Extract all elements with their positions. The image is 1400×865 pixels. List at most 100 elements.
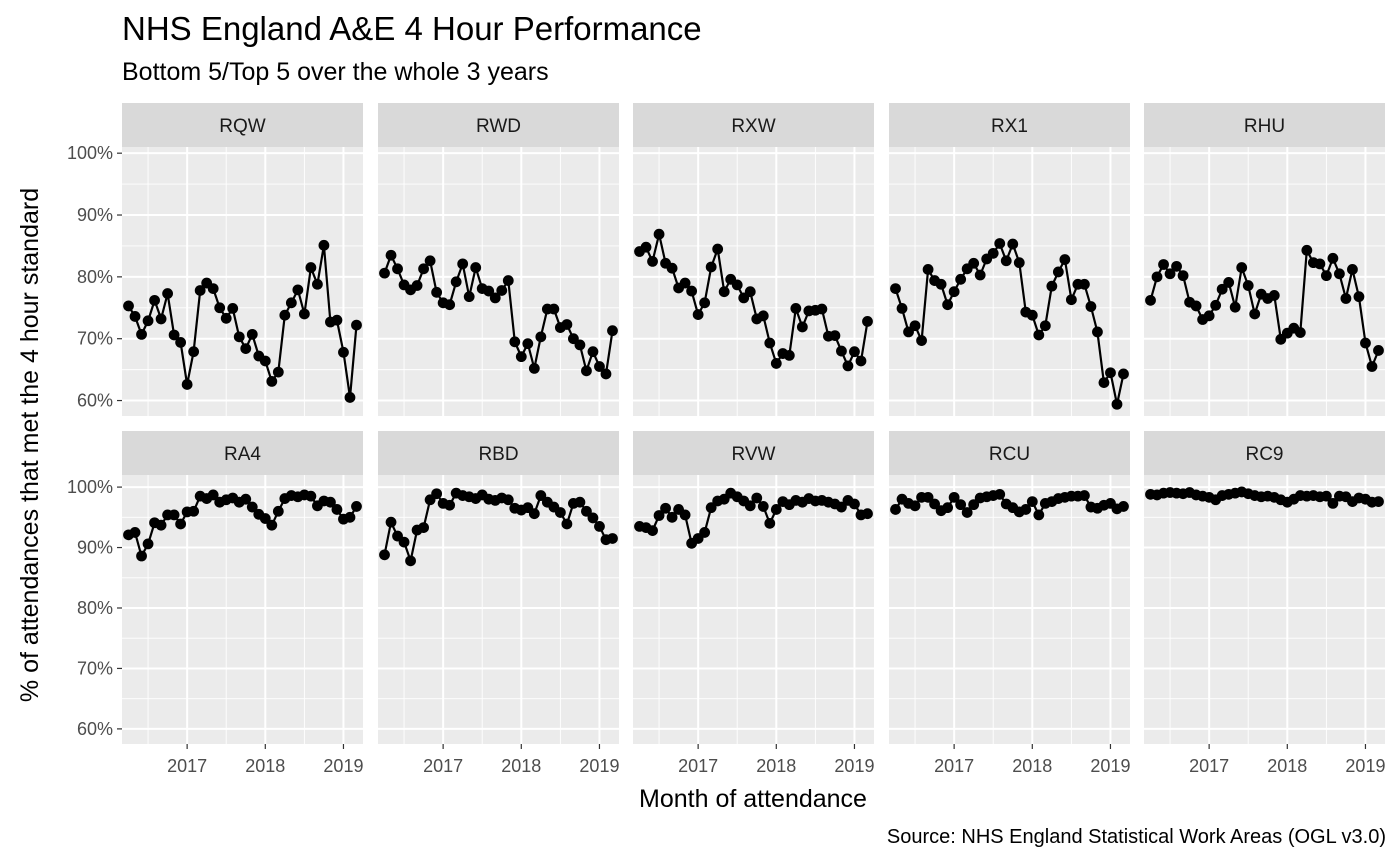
facet-strip	[889, 431, 1130, 475]
facet-strip-label: RQW	[219, 116, 266, 137]
data-point	[155, 313, 167, 325]
data-point	[1033, 329, 1045, 341]
data-point	[974, 269, 986, 281]
data-point	[424, 255, 436, 267]
x-tick-label: 2017	[934, 756, 974, 776]
data-point	[259, 355, 271, 367]
data-point	[647, 525, 658, 537]
facet-panel-rwd: RWD	[378, 103, 619, 416]
facet-strip-label: RCU	[989, 444, 1030, 465]
facet-panel-rhu: RHU	[1144, 103, 1385, 416]
x-tick-label: 2017	[167, 756, 207, 776]
y-tick-label: 90%	[77, 205, 113, 225]
data-point	[1177, 270, 1189, 282]
data-point	[385, 516, 397, 528]
facet-strip	[889, 103, 1130, 147]
data-point	[344, 511, 356, 523]
data-point	[994, 238, 1006, 249]
x-tick-label: 2019	[1090, 756, 1130, 776]
data-point	[666, 262, 678, 274]
data-point	[1210, 299, 1222, 311]
data-point	[168, 329, 180, 341]
x-tick-label: 2019	[579, 756, 619, 776]
data-point	[272, 366, 284, 378]
data-point	[1105, 367, 1116, 379]
data-point	[764, 517, 776, 529]
data-point	[922, 264, 934, 275]
panel-background	[122, 147, 363, 416]
data-point	[1145, 294, 1156, 306]
data-point	[1242, 280, 1254, 291]
data-point	[757, 310, 769, 322]
data-point	[522, 338, 534, 350]
data-point	[515, 351, 527, 363]
facet-strip-label: RVW	[732, 444, 776, 465]
data-point	[207, 489, 219, 501]
data-point	[909, 500, 921, 512]
data-point	[338, 346, 349, 358]
data-point	[1085, 301, 1097, 312]
data-point	[1164, 268, 1176, 280]
data-point	[181, 379, 193, 390]
data-point	[574, 339, 586, 351]
facet-strip-label: RBD	[478, 444, 518, 465]
data-point	[699, 527, 711, 538]
data-point	[935, 278, 947, 290]
facet-strip-label: RX1	[991, 116, 1028, 137]
data-point	[129, 311, 141, 322]
data-point	[770, 358, 782, 369]
data-point	[1301, 244, 1313, 256]
data-point	[561, 518, 573, 530]
data-point	[1340, 293, 1352, 304]
data-point	[679, 277, 691, 289]
data-point	[168, 509, 180, 521]
data-point	[955, 499, 967, 511]
x-axis-title: Month of attendance	[639, 785, 867, 813]
data-point	[666, 511, 678, 523]
data-point	[318, 239, 330, 251]
data-point	[653, 228, 665, 240]
data-point	[344, 392, 356, 403]
data-point	[450, 276, 462, 288]
data-point	[1223, 277, 1235, 288]
facet-strip	[122, 431, 363, 475]
facet-panel-ra4: RA4 2017 2018 2019	[122, 431, 363, 776]
data-point	[692, 309, 704, 320]
data-point	[660, 502, 671, 514]
data-point	[607, 533, 618, 544]
x-tick-label: 2018	[1267, 756, 1307, 776]
data-point	[142, 315, 154, 327]
data-point	[718, 286, 730, 298]
facet-strip-label: RHU	[1244, 116, 1285, 137]
data-point	[842, 360, 854, 372]
x-tick-label: 2018	[1012, 756, 1052, 776]
data-point	[942, 299, 954, 311]
data-point	[528, 508, 540, 520]
facet-strip-label: RA4	[224, 444, 261, 465]
data-point	[757, 501, 769, 512]
data-point	[528, 362, 540, 374]
facet-panel-rbd: RBD 2017 2018 2019	[378, 431, 619, 776]
data-point	[1327, 252, 1339, 264]
data-point	[188, 505, 200, 517]
facet-strip-label: RWD	[476, 116, 521, 137]
chart-caption: Source: NHS England Statistical Work Are…	[886, 826, 1386, 848]
chart-subtitle: Bottom 5/Top 5 over the whole 3 years	[122, 58, 549, 86]
data-point	[679, 509, 691, 521]
data-point	[220, 312, 232, 324]
data-point	[444, 499, 456, 511]
data-point	[1216, 283, 1228, 295]
data-point	[379, 549, 390, 561]
data-point	[1373, 496, 1384, 507]
data-point	[1334, 268, 1345, 280]
data-point	[790, 303, 802, 314]
data-point	[968, 257, 980, 269]
data-point	[279, 309, 291, 321]
data-point	[246, 501, 258, 513]
data-point	[129, 527, 141, 538]
data-point	[816, 303, 828, 315]
data-point	[1294, 327, 1306, 338]
data-point	[418, 522, 429, 533]
data-point	[574, 496, 586, 508]
x-tick-label: 2019	[1345, 756, 1385, 776]
